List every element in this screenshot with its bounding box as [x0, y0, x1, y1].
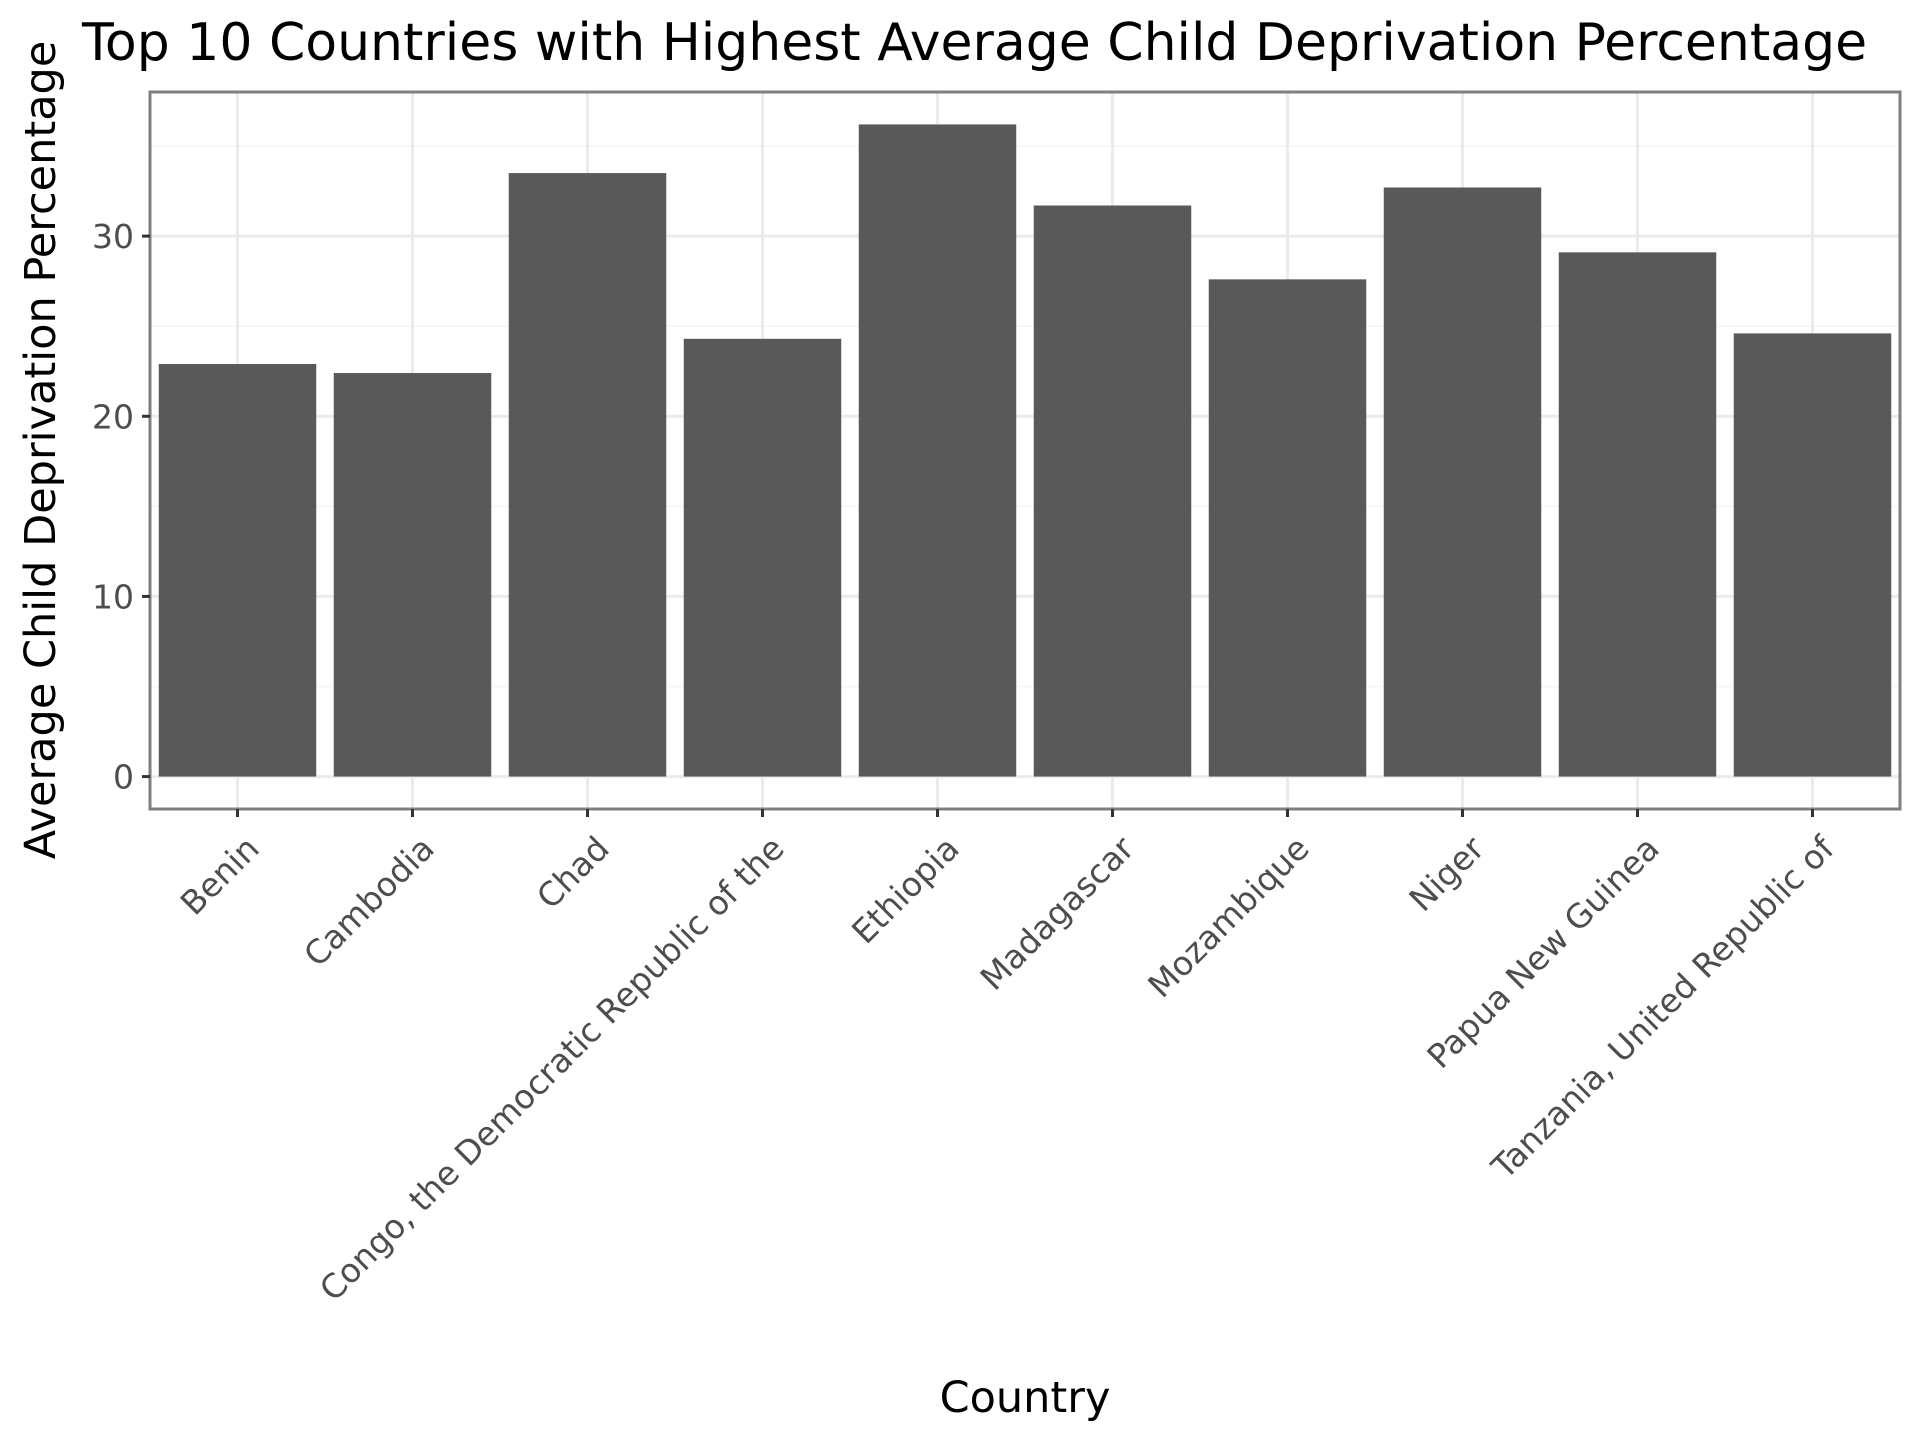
y-tick-label: 20: [92, 397, 134, 436]
x-axis-title: Country: [940, 1373, 1111, 1423]
bar: [1733, 333, 1892, 777]
bar: [1558, 252, 1717, 777]
bar: [508, 173, 667, 777]
chart-title: Top 10 Countries with Highest Average Ch…: [81, 13, 1867, 73]
bar: [858, 124, 1017, 777]
y-tick-label: 30: [92, 217, 134, 256]
bars: [158, 124, 1892, 777]
y-axis-title: Average Child Deprivation Percentage: [16, 41, 66, 860]
bar: [1208, 279, 1367, 777]
bar: [683, 338, 842, 777]
plot-panel-border: [148, 90, 1902, 811]
bar: [1033, 205, 1192, 777]
y-axis: 0 10 20 30: [92, 217, 150, 797]
y-tick-label: 0: [113, 758, 134, 797]
bar: [158, 364, 317, 777]
y-tick-label: 10: [92, 577, 134, 616]
bar: [333, 373, 492, 777]
bar: [1383, 187, 1542, 777]
